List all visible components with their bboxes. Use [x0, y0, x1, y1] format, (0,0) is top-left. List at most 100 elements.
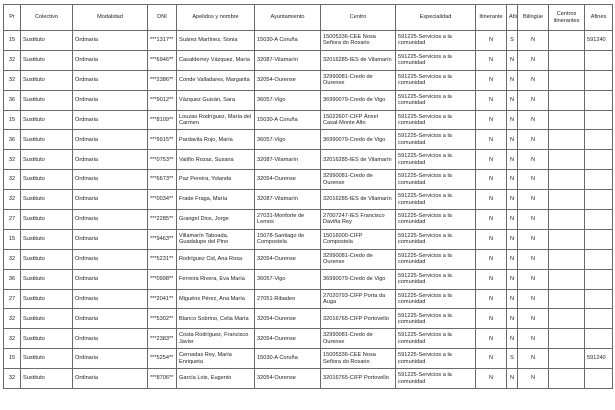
table-row: 32 Sustituto Ordinaria ***0034** Frade Fraga… — [3, 189, 613, 211]
cell-afin: S — [506, 348, 518, 370]
cell-afines — [584, 209, 613, 230]
cell-colectivo: Sustituto — [20, 328, 73, 350]
cell-afines — [584, 149, 613, 171]
cell-apellidos-nombre: Paz Pereira, Yolanda — [176, 169, 255, 191]
cell-apellidos-nombre: Villamarín Taboada, Guadalupe del Pino — [176, 228, 255, 250]
cell-apellidos-nombre: Suárez Martínez, Sonia — [176, 30, 255, 51]
cell-itinerante: N — [475, 328, 507, 350]
cell-centro: 36990079-Credo de Vigo — [320, 89, 396, 111]
cell-centros-itinerantes — [548, 268, 585, 290]
cell-pr: 36 — [3, 129, 21, 151]
cell-centro: 27007247-IES Francisco Daviña Rey — [320, 209, 396, 230]
cell-afin: N — [506, 228, 518, 250]
cell-ayuntamiento: 32054-Ourense — [254, 368, 321, 390]
cell-colectivo: Sustituto — [20, 228, 73, 250]
cell-ayuntamiento: 15078-Santiago de Compostela — [254, 228, 321, 250]
cell-apellidos-nombre: Casalderrey Vázquez, María — [176, 49, 255, 71]
cell-afines — [584, 248, 613, 270]
cell-afines — [584, 288, 613, 310]
cell-itinerante: N — [475, 109, 507, 131]
cell-afin: N — [506, 129, 518, 151]
cell-pr: 15 — [3, 348, 21, 370]
cell-afines — [584, 228, 613, 250]
cell-modalidad: Ordinaria — [72, 30, 148, 51]
cell-dni: ***8706** — [147, 368, 177, 390]
cell-itinerante: N — [475, 49, 507, 71]
cell-apellidos-nombre: Pardavila Rojo, María — [176, 129, 255, 151]
cell-centros-itinerantes — [548, 328, 585, 350]
cell-colectivo: Sustituto — [20, 89, 73, 111]
cell-centro: 15016000-CIFP Compostela — [320, 228, 396, 250]
cell-apellidos-nombre: Conde Valladares, Margarita — [176, 69, 255, 91]
cell-centros-itinerantes — [548, 368, 585, 390]
cell-bilingue: N — [517, 49, 549, 71]
cell-centro: 32990081-Credo de Ourense — [320, 328, 396, 350]
cell-bilingue: N — [517, 368, 549, 390]
cell-centros-itinerantes — [548, 348, 585, 370]
cell-apellidos-nombre: Cernadas Rey, María Enriqueta — [176, 348, 255, 370]
cell-modalidad: Ordinaria — [72, 109, 148, 131]
table-row: 32 Sustituto Ordinaria ***6946** Casalderrey… — [3, 49, 613, 71]
cell-bilingue: N — [517, 169, 549, 191]
cell-pr: 32 — [3, 169, 21, 191]
cell-itinerante: N — [475, 288, 507, 310]
cell-colectivo: Sustituto — [20, 209, 73, 230]
cell-ayuntamiento: 32054-Ourense — [254, 69, 321, 91]
table-row: 27 Sustituto Ordinaria ***2041** Miguéns Pér… — [3, 288, 613, 310]
table-row: 36 Sustituto Ordinaria ***0998** Ferreira Ri… — [3, 268, 613, 290]
cell-dni: ***9463** — [147, 228, 177, 250]
cell-afin: N — [506, 169, 518, 191]
cell-modalidad: Ordinaria — [72, 328, 148, 350]
cell-afines — [584, 189, 613, 211]
cell-colectivo: Sustituto — [20, 129, 73, 151]
cell-colectivo: Sustituto — [20, 189, 73, 211]
cell-afines: 591240 — [584, 30, 613, 51]
cell-modalidad: Ordinaria — [72, 49, 148, 71]
cell-dni: ***2285** — [147, 209, 177, 230]
cell-especialidad: 591225-Servicios a la comunidad — [395, 169, 476, 191]
table-header-row: Pr Colectivo Modalidad DNI Apelidos y nombre… — [3, 4, 613, 31]
cell-centros-itinerantes — [548, 89, 585, 111]
cell-ayuntamiento: 32054-Ourense — [254, 169, 321, 191]
cell-afin: N — [506, 49, 518, 71]
cell-bilingue: N — [517, 308, 549, 330]
cell-ayuntamiento: 15030-A Coruña — [254, 30, 321, 51]
cell-especialidad: 591225-Servicios a la comunidad — [395, 89, 476, 111]
cell-centro: 32016765-CIFP Portovello — [320, 368, 396, 390]
cell-apellidos-nombre: Costa Rodríguez, Francisco Javier — [176, 328, 255, 350]
cell-centro: 27020793-CIFP Porta da Auga — [320, 288, 396, 310]
cell-itinerante: N — [475, 189, 507, 211]
cell-bilingue: N — [517, 209, 549, 230]
cell-especialidad: 591225-Servicios a la comunidad — [395, 149, 476, 171]
cell-ayuntamiento: 36057-Vigo — [254, 89, 321, 111]
cell-bilingue: N — [517, 288, 549, 310]
table-row: 32 Sustituto Ordinaria ***2386** Conde Valla… — [3, 69, 613, 91]
cell-modalidad: Ordinaria — [72, 248, 148, 270]
header-centros-itinerantes: Centros itinerantes — [548, 4, 585, 31]
assignments-table: Pr Colectivo Modalidad DNI Apelidos y nombre… — [3, 4, 613, 390]
header-afin: Afín — [506, 4, 518, 31]
cell-especialidad: 591225-Servicios a la comunidad — [395, 368, 476, 390]
cell-dni: ***6946** — [147, 49, 177, 71]
cell-dni: ***1317** — [147, 30, 177, 51]
cell-centros-itinerantes — [548, 49, 585, 71]
cell-especialidad: 591225-Servicios a la comunidad — [395, 49, 476, 71]
table-row: 32 Sustituto Ordinaria ***8706** García Lois… — [3, 368, 613, 390]
cell-modalidad: Ordinaria — [72, 149, 148, 171]
cell-afin: N — [506, 308, 518, 330]
cell-modalidad: Ordinaria — [72, 129, 148, 151]
header-centro: Centro — [320, 4, 396, 31]
cell-especialidad: 591225-Servicios a la comunidad — [395, 308, 476, 330]
cell-afin: N — [506, 368, 518, 390]
cell-afines — [584, 268, 613, 290]
cell-centros-itinerantes — [548, 308, 585, 330]
header-afines: Afines — [584, 4, 613, 31]
cell-pr: 32 — [3, 328, 21, 350]
header-bilingue: Bilingüe — [517, 4, 549, 31]
cell-ayuntamiento: 32087-Vilamarín — [254, 49, 321, 71]
cell-centros-itinerantes — [548, 149, 585, 171]
cell-itinerante: N — [475, 368, 507, 390]
cell-apellidos-nombre: Louzao Rodríguez, María del Carmen — [176, 109, 255, 131]
cell-afines — [584, 89, 613, 111]
cell-especialidad: 591225-Servicios a la comunidad — [395, 288, 476, 310]
